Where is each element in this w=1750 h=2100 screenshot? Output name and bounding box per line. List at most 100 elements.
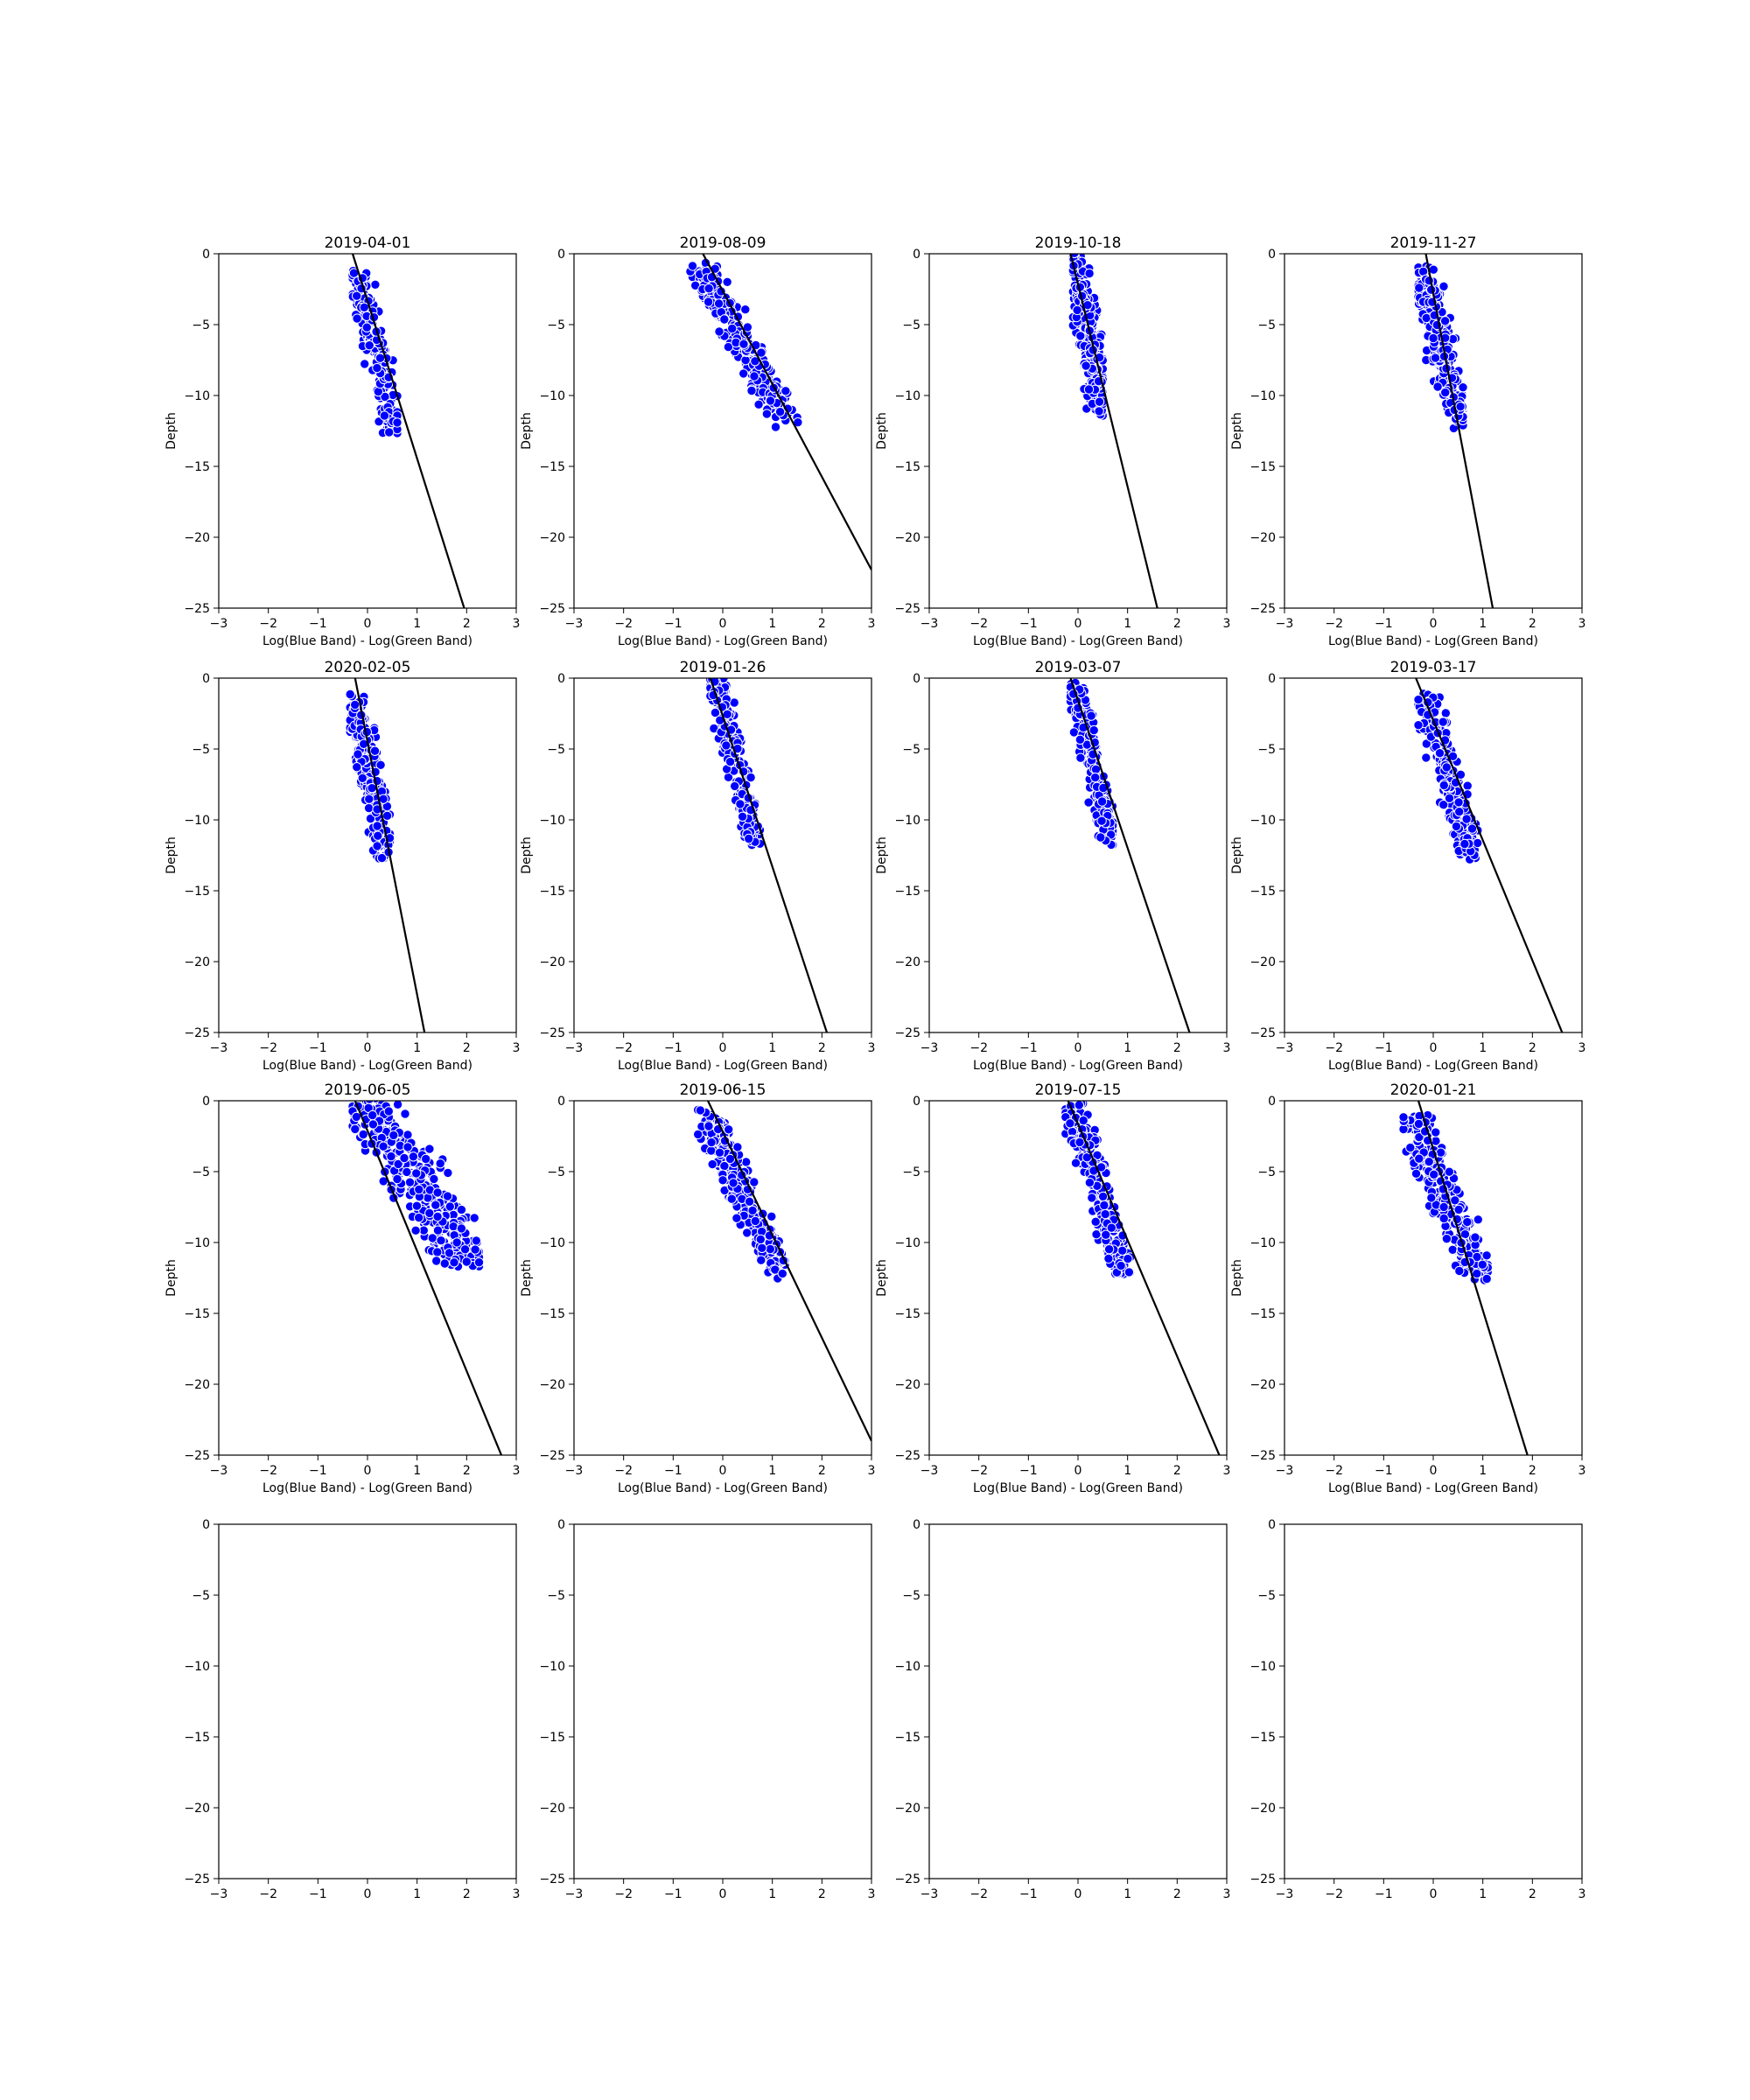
data-point: [746, 385, 757, 396]
y-tick-label: −10: [894, 814, 920, 828]
y-tick-label: 0: [913, 1518, 920, 1532]
panel-5: −3 −2 −1 0 1 2 30−5−10−15−20−252020-02-05Log(B…: [164, 659, 520, 1073]
data-point: [1414, 1153, 1424, 1164]
data-point: [693, 1129, 704, 1140]
y-tick-label: 0: [202, 1095, 210, 1109]
data-point: [1462, 1216, 1473, 1228]
data-point: [384, 427, 395, 438]
data-point: [1086, 710, 1096, 721]
data-point: [1065, 1118, 1075, 1129]
fit-line: [1069, 254, 1158, 608]
data-point: [424, 1144, 435, 1154]
y-axis-label: Depth: [875, 412, 889, 450]
y-tick-label: −5: [1257, 1589, 1276, 1603]
data-point: [1084, 1177, 1096, 1188]
data-point: [352, 762, 362, 773]
data-point: [373, 830, 383, 841]
data-point: [350, 1124, 360, 1135]
x-tick-label: −1: [1019, 1887, 1038, 1901]
x-tick-label: −2: [614, 1887, 633, 1901]
data-point: [755, 1234, 766, 1245]
x-axis-label: Log(Blue Band) - Log(Green Band): [618, 1481, 828, 1495]
y-tick-label: −20: [894, 531, 920, 545]
data-point: [368, 1119, 379, 1130]
data-point: [727, 323, 738, 334]
data-point: [1083, 797, 1094, 808]
data-point: [744, 1196, 755, 1208]
data-point: [392, 417, 402, 428]
x-tick-label: 2: [463, 1041, 471, 1055]
x-tick-label: −1: [664, 617, 682, 631]
fit-line: [354, 1101, 503, 1455]
data-point: [761, 409, 773, 419]
x-tick-label: 1: [413, 1887, 421, 1901]
panel-title: 2019-10-18: [1035, 234, 1122, 252]
panel-title: 2019-03-17: [1390, 659, 1477, 676]
y-tick-label: −25: [539, 1449, 565, 1463]
y-tick-label: −10: [1250, 814, 1276, 828]
data-point: [1460, 838, 1470, 850]
data-point: [471, 1236, 481, 1246]
x-tick-label: −1: [664, 1887, 682, 1901]
data-point: [724, 756, 736, 767]
data-point: [1099, 1200, 1110, 1211]
y-axis-label: Depth: [1230, 1259, 1244, 1297]
x-axis-label: Log(Blue Band) - Log(Green Band): [973, 1481, 1183, 1495]
y-axis-label: Depth: [520, 412, 534, 450]
x-tick-label: 0: [719, 1464, 727, 1478]
data-point: [765, 396, 776, 406]
y-tick-label: −5: [547, 743, 565, 757]
y-tick-label: 0: [1268, 672, 1276, 686]
data-point: [1441, 1234, 1452, 1244]
scatter-series: [1068, 254, 1109, 421]
y-tick-label: 0: [557, 1518, 565, 1532]
data-point: [777, 1268, 788, 1279]
y-tick-label: −20: [1250, 1378, 1276, 1392]
data-point: [1084, 268, 1095, 279]
y-tick-label: −20: [1250, 531, 1276, 545]
data-point: [1481, 1273, 1492, 1284]
scatter-series: [705, 678, 766, 850]
data-point: [687, 261, 698, 271]
x-tick-label: −1: [1019, 617, 1038, 631]
data-point: [432, 1225, 444, 1236]
data-point: [1431, 1127, 1441, 1138]
y-tick-label: −5: [547, 1166, 565, 1180]
data-point: [1434, 748, 1446, 759]
panel-13: −3 −2 −1 0 1 2 30−5−10−15−20−25: [184, 1518, 520, 1901]
data-point: [1477, 1259, 1488, 1270]
y-tick-label: −5: [1257, 1166, 1276, 1180]
y-tick-label: −25: [539, 1872, 565, 1886]
data-point: [1453, 1204, 1464, 1215]
x-tick-label: 0: [364, 1041, 372, 1055]
data-point: [404, 1177, 416, 1187]
data-point: [738, 339, 749, 349]
y-tick-label: −10: [894, 1660, 920, 1674]
y-tick-label: −15: [539, 885, 565, 899]
data-point: [1074, 1101, 1084, 1110]
y-tick-label: −15: [184, 1307, 210, 1321]
y-tick-label: −10: [184, 1236, 210, 1250]
data-point: [1440, 387, 1451, 398]
data-point: [352, 313, 362, 324]
data-point: [375, 760, 386, 770]
x-tick-label: −1: [664, 1041, 682, 1055]
data-point: [432, 1211, 443, 1222]
y-tick-label: −5: [902, 318, 920, 332]
y-axis-label: Depth: [164, 836, 178, 874]
x-tick-label: −3: [920, 1464, 939, 1478]
panel-8: −3 −2 −1 0 1 2 30−5−10−15−20−252019-03-17Log(B…: [1230, 659, 1586, 1073]
y-tick-label: −20: [1250, 1802, 1276, 1816]
y-tick-label: −5: [902, 1166, 920, 1180]
data-point: [704, 284, 714, 294]
data-point: [1435, 1147, 1446, 1158]
data-point: [1424, 1157, 1434, 1167]
y-tick-label: −10: [539, 814, 565, 828]
x-axis-label: Log(Blue Band) - Log(Green Band): [1328, 1481, 1538, 1495]
axes-frame: [1284, 1523, 1583, 1880]
x-tick-label: 1: [413, 617, 421, 631]
data-point: [1087, 1193, 1097, 1203]
y-tick-label: −5: [902, 743, 920, 757]
x-tick-label: 2: [818, 1464, 826, 1478]
data-point: [1472, 1268, 1482, 1279]
